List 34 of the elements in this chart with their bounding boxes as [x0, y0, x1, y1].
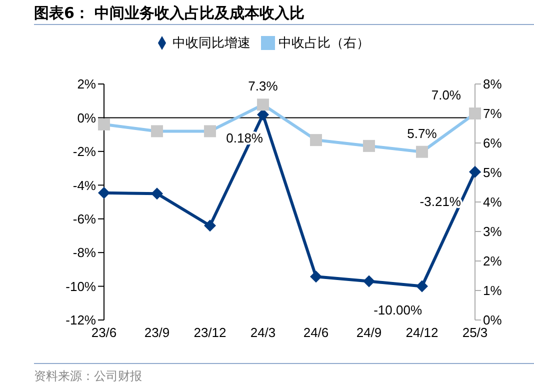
- y2-tick-label: 5%: [483, 165, 502, 180]
- x-tick-label: 24/12: [406, 325, 438, 340]
- y2-tick-label: 1%: [483, 283, 502, 298]
- y2-tick-label: 3%: [483, 224, 502, 240]
- legend-label: 中收同比增速: [172, 36, 250, 51]
- y2-tick-label: 0%: [483, 312, 502, 328]
- y-tick-label: 2%: [77, 76, 96, 92]
- x-tick-label: 24/6: [303, 325, 329, 340]
- data-label: -3.21%: [420, 194, 462, 209]
- x-tick-label: 23/6: [91, 325, 117, 340]
- y2-tick-label: 4%: [483, 194, 502, 210]
- y-tick-label: -6%: [72, 211, 96, 226]
- text: 资料来源：公司财报: [34, 368, 142, 385]
- data-label: -10.00%: [374, 302, 422, 318]
- chart-title: 图表6： 中间业务收入占比及成本收入比: [34, 4, 305, 23]
- y2-tick-label: 6%: [483, 136, 502, 151]
- y-tick-label: -8%: [72, 245, 96, 260]
- y2-tick-label: 2%: [483, 254, 502, 269]
- x-tick-label: 24/9: [356, 325, 382, 340]
- legend-label: 中收占比（右）: [278, 36, 370, 51]
- x-tick-label: 23/12: [194, 325, 226, 340]
- y-tick-label: -10%: [66, 278, 96, 294]
- data-label: 5.7%: [407, 126, 438, 141]
- y-tick-label: -2%: [72, 144, 96, 160]
- x-tick-label: 25/3: [462, 325, 488, 340]
- x-tick-label: 24/3: [250, 325, 276, 340]
- y-tick-label: 0%: [77, 110, 96, 126]
- data-label: 7.0%: [431, 88, 462, 102]
- data-label: 7.3%: [248, 78, 278, 94]
- y-tick-label: -4%: [72, 178, 96, 193]
- x-tick-label: 23/9: [144, 325, 170, 340]
- y-tick-label: -12%: [66, 312, 96, 328]
- y2-tick-label: 7%: [483, 106, 502, 122]
- y2-tick-label: 8%: [483, 76, 502, 92]
